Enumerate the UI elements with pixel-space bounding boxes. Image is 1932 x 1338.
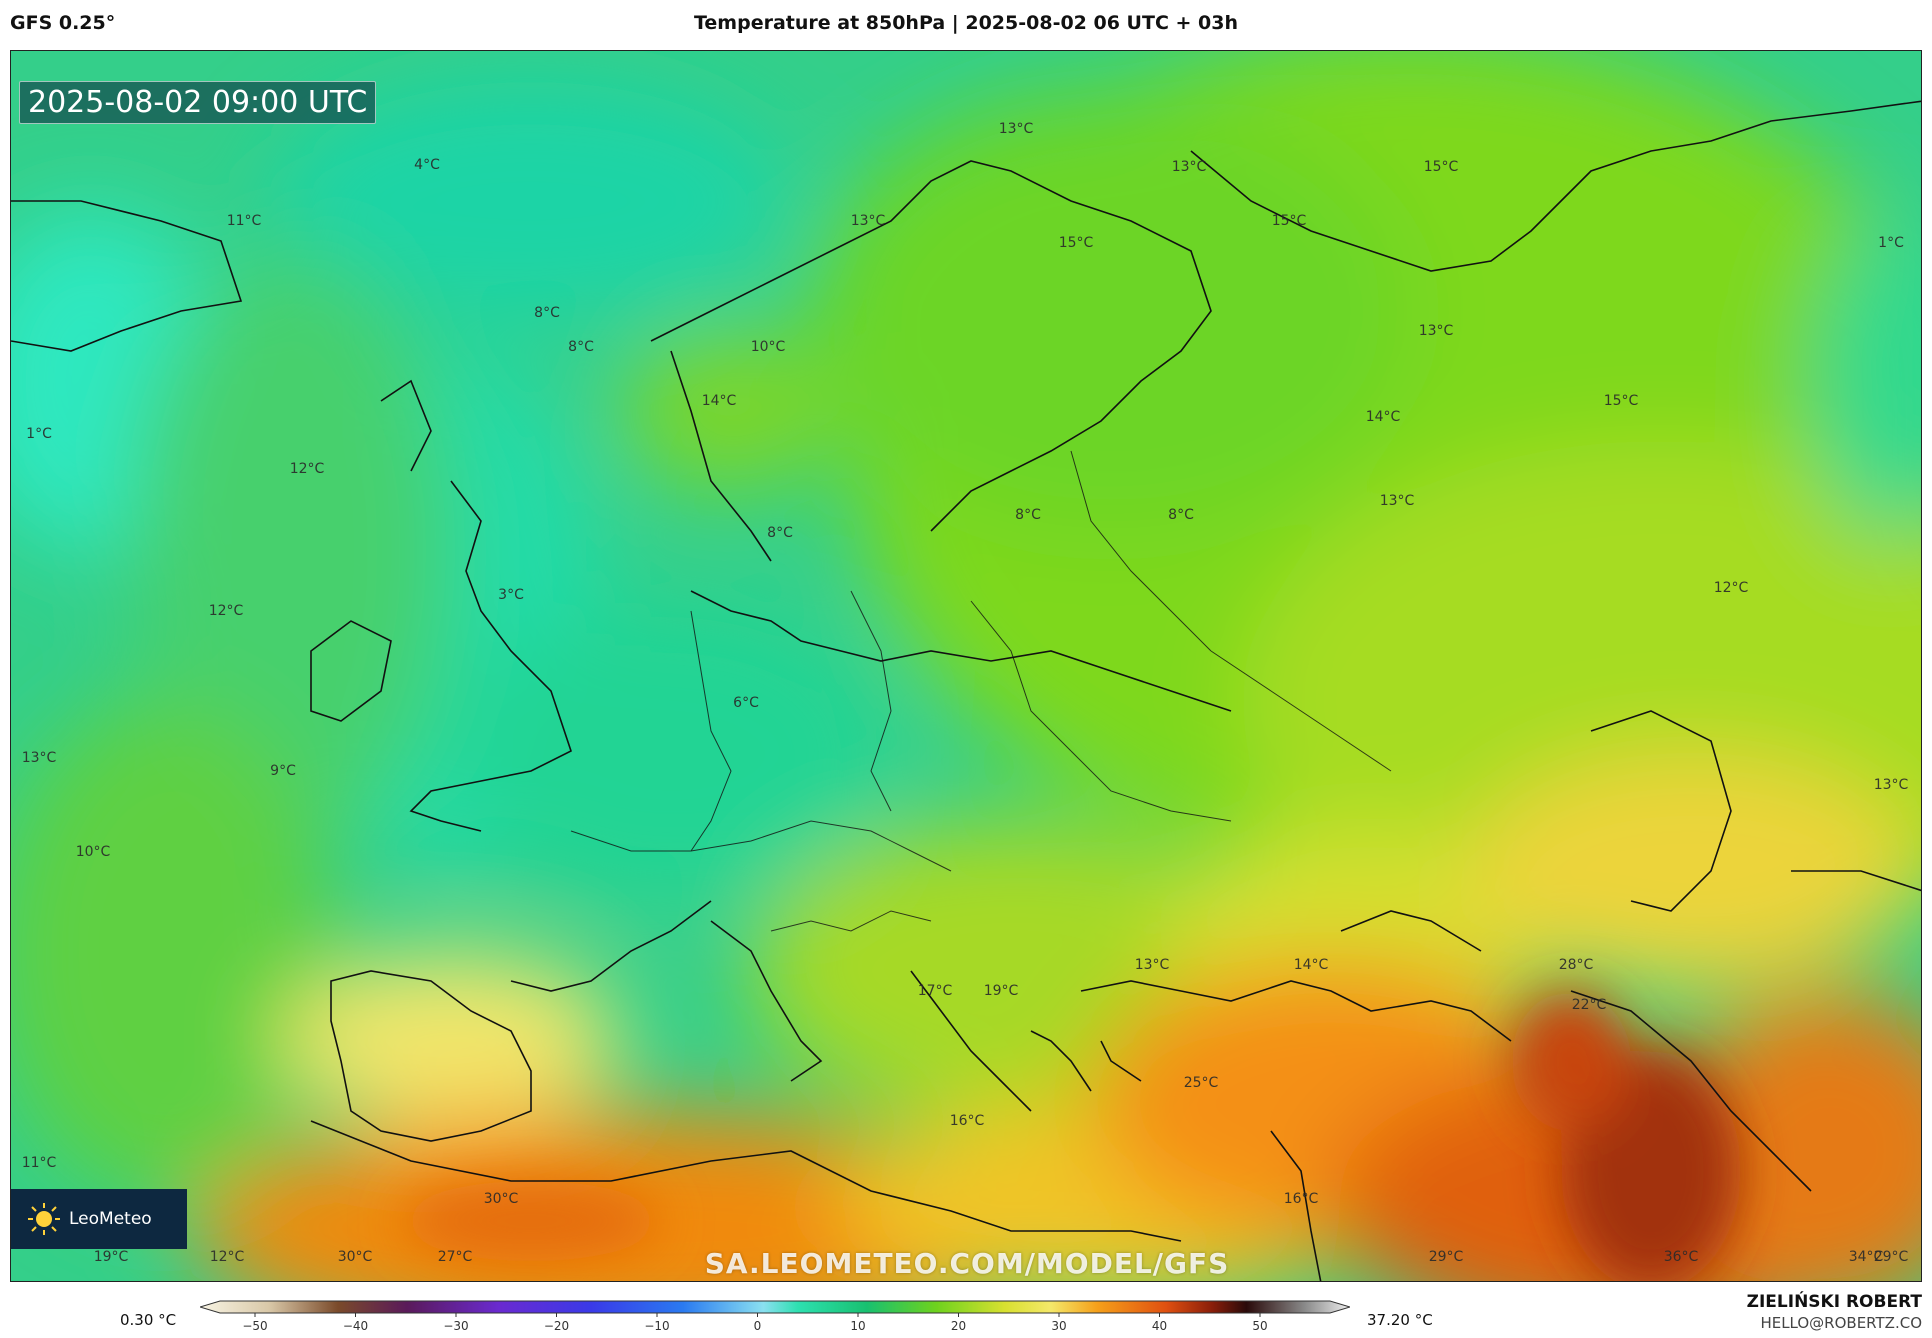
color-scale-legend: −50 −40 −30 −20 −10 0 10 20 30 40 50: [200, 1300, 1350, 1333]
temperature-label: 13°C: [998, 121, 1034, 137]
temperature-label: 15°C: [1423, 159, 1459, 175]
legend-tick-label: 0: [754, 1319, 762, 1333]
temperature-map[interactable]: 2025-08-02 09:00 UTC 4°C 11°C 13°C 13°C 15°C…: [10, 50, 1922, 1282]
temperature-label: 36°C: [1663, 1249, 1699, 1265]
temperature-label: 16°C: [1283, 1191, 1319, 1207]
temperature-label: 22°C: [1571, 997, 1607, 1013]
temperature-label: 11°C: [21, 1155, 57, 1171]
temperature-label: 10°C: [75, 844, 111, 860]
temperature-label: 9°C: [270, 763, 296, 779]
leometeo-logo[interactable]: LeoMeteo: [11, 1189, 187, 1249]
legend-min-value: 0.30 °C: [120, 1311, 177, 1329]
temperature-label: 14°C: [1365, 409, 1401, 425]
temperature-label: 12°C: [289, 461, 325, 477]
temperature-label: 13°C: [850, 213, 886, 229]
legend-tick-label: −10: [644, 1319, 669, 1333]
legend-max-value: 37.20 °C: [1367, 1311, 1433, 1329]
valid-time-badge: 2025-08-02 09:00 UTC: [19, 81, 377, 124]
legend-tick-label: 20: [951, 1319, 966, 1333]
temperature-label: 13°C: [1379, 493, 1415, 509]
temperature-label: 15°C: [1058, 235, 1094, 251]
legend-tick-label: 50: [1252, 1319, 1267, 1333]
temperature-label: 1°C: [26, 426, 52, 442]
temperature-label: 8°C: [767, 525, 793, 541]
legend-tick-label: 10: [850, 1319, 865, 1333]
temperature-label: 12°C: [209, 1249, 245, 1265]
temperature-label: 4°C: [414, 157, 440, 173]
temperature-label: 8°C: [1015, 507, 1041, 523]
temperature-label: 19°C: [983, 983, 1019, 999]
temperature-label: 13°C: [1171, 159, 1207, 175]
coastlines: [11, 100, 1921, 1281]
country-borders: [570, 450, 1392, 932]
temperature-label: 25°C: [1183, 1075, 1219, 1091]
author-name: ZIELIŃSKI ROBERT: [1746, 1292, 1922, 1312]
temperature-label: 3°C: [498, 587, 524, 603]
temperature-label: 13°C: [21, 750, 57, 766]
temperature-label: 8°C: [1168, 507, 1194, 523]
model-name: GFS 0.25°: [10, 12, 116, 34]
temperature-label: 29°C: [1873, 1249, 1909, 1265]
temperature-label: 27°C: [437, 1249, 473, 1265]
temperature-label: 15°C: [1603, 393, 1639, 409]
temperature-label: 29°C: [1428, 1249, 1464, 1265]
temperature-label: 19°C: [93, 1249, 129, 1265]
temperature-label: 17°C: [917, 983, 953, 999]
watermark-url: SA.LEOMETEO.COM/MODEL/GFS: [704, 1247, 1230, 1280]
legend-tick-label: −20: [544, 1319, 569, 1333]
temperature-label: 12°C: [1713, 580, 1749, 596]
temperature-label: 13°C: [1134, 957, 1170, 973]
temperature-label: 8°C: [534, 305, 560, 321]
temperature-label: 10°C: [750, 339, 786, 355]
legend-tick-label: −40: [343, 1319, 368, 1333]
temperature-label: 15°C: [1271, 213, 1307, 229]
temperature-label: 34°C: [1848, 1249, 1884, 1265]
temperature-label: 30°C: [483, 1191, 519, 1207]
legend-tick-label: 40: [1152, 1319, 1167, 1333]
temperature-label: 13°C: [1418, 323, 1454, 339]
temperature-label: 11°C: [226, 213, 262, 229]
temperature-label: 28°C: [1558, 957, 1594, 973]
temperature-label: 16°C: [949, 1113, 985, 1129]
temperature-label: 30°C: [337, 1249, 373, 1265]
temperature-field: [11, 51, 1921, 1281]
temperature-label: 14°C: [1293, 957, 1329, 973]
map-title: Temperature at 850hPa | 2025-08-02 06 UT…: [693, 12, 1239, 34]
temperature-label: 1°C: [1878, 235, 1904, 251]
author-email[interactable]: HELLO@ROBERTZ.CO: [1760, 1314, 1922, 1332]
temperature-label: 8°C: [568, 339, 594, 355]
temperature-label: 6°C: [733, 695, 759, 711]
temperature-label: 14°C: [701, 393, 737, 409]
legend-tick-label: 30: [1051, 1319, 1066, 1333]
legend-tick-label: −30: [443, 1319, 468, 1333]
legend-tick-label: −50: [242, 1319, 267, 1333]
sun-icon: [28, 1203, 60, 1235]
temperature-label: 13°C: [1873, 777, 1909, 793]
logo-text: LeoMeteo: [69, 1209, 152, 1229]
temperature-label: 12°C: [208, 603, 244, 619]
